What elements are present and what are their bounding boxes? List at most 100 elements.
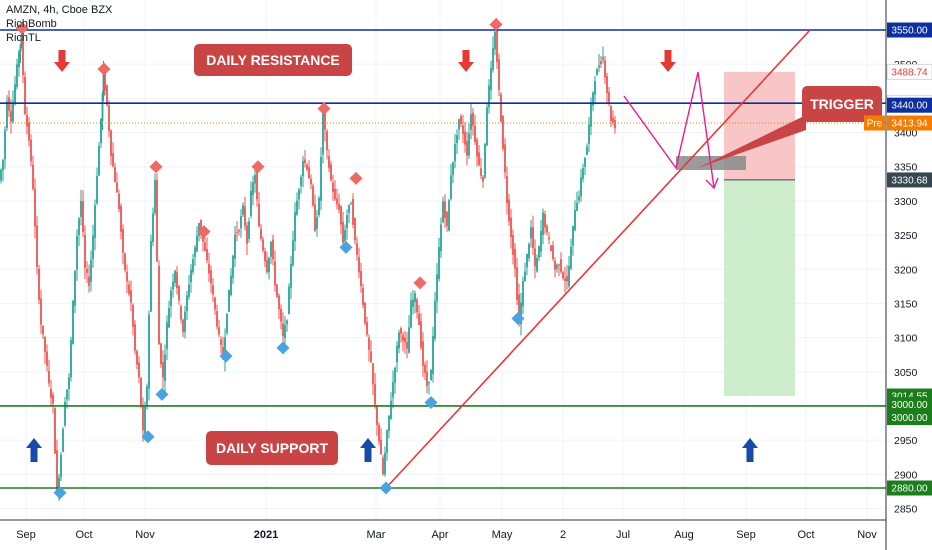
candle-down — [116, 182, 118, 193]
candle-down — [406, 342, 408, 349]
candle-down — [374, 384, 376, 405]
candle-down — [498, 59, 500, 90]
candle-up — [592, 92, 594, 106]
down-arrow-icon — [54, 50, 70, 72]
candle-down — [462, 125, 464, 135]
daily-support-label-text: DAILY SUPPORT — [216, 440, 328, 456]
candle-down — [402, 335, 404, 341]
candle-up — [228, 289, 230, 312]
candle-down — [208, 263, 210, 274]
candle-up — [248, 221, 250, 239]
x-tick-label: 2 — [560, 529, 566, 541]
candle-down — [370, 351, 372, 362]
candle-down — [126, 271, 128, 282]
candle-down — [162, 361, 164, 378]
candle-up — [386, 430, 388, 453]
candle-down — [424, 364, 426, 373]
candle-up — [68, 376, 70, 390]
candle-down — [178, 286, 180, 301]
candle-up — [596, 68, 598, 76]
candle-up — [436, 274, 438, 302]
indicator-richtl[interactable]: RichTL — [6, 32, 41, 44]
candle-up — [226, 313, 228, 334]
candle-down — [364, 302, 366, 323]
candle-up — [398, 332, 400, 349]
candle-down — [604, 60, 606, 78]
candle-down — [332, 182, 334, 193]
candle-up — [294, 212, 296, 242]
drawings-layer: DAILY RESISTANCE DAILY SUPPORT TRIGGER — [194, 29, 882, 489]
price-label-text: 3000.00 — [891, 413, 928, 424]
candle-down — [176, 272, 178, 289]
candle-down — [214, 297, 216, 310]
candle-down — [30, 139, 32, 161]
candle-down — [334, 188, 336, 200]
candle-up — [316, 217, 318, 229]
candle-down — [106, 85, 108, 105]
candle-up — [268, 257, 270, 273]
candle-up — [388, 415, 390, 432]
candle-up — [254, 174, 256, 184]
candle-down — [472, 112, 474, 126]
candle-down — [464, 131, 466, 145]
price-label-bg — [887, 115, 932, 131]
x-tick-label: Apr — [431, 529, 448, 541]
candle-up — [148, 314, 150, 389]
y-tick-label: 3300 — [894, 196, 918, 208]
indicator-richbomb[interactable]: RichBomb — [6, 18, 57, 30]
support-diamond — [339, 240, 353, 254]
candle-down — [132, 304, 134, 327]
candle-down — [328, 156, 330, 168]
candle-down — [114, 167, 116, 183]
candle-down — [182, 319, 184, 332]
candles-layer — [0, 18, 616, 501]
candle-down — [356, 243, 358, 255]
price-label: 2880.00 — [887, 480, 932, 496]
candle-down — [548, 237, 550, 240]
candle-down — [160, 343, 162, 365]
candle-up — [584, 157, 586, 167]
candle-up — [150, 241, 152, 312]
candle-up — [348, 204, 350, 213]
candle-down — [136, 350, 138, 365]
pre-badge-text: Pre — [867, 119, 883, 130]
candle-down — [86, 268, 88, 273]
candle-up — [396, 345, 398, 363]
candle-down — [418, 313, 420, 326]
x-tick-label: 2021 — [254, 529, 278, 541]
candle-down — [400, 328, 402, 334]
price-label: 3488.74 — [886, 63, 932, 80]
price-label: 3330.68 — [887, 172, 932, 188]
candle-up — [78, 218, 80, 235]
candle-down — [310, 178, 312, 185]
up-arrow-icon — [742, 438, 758, 462]
candle-down — [120, 206, 122, 232]
daily-resistance-label-bg — [194, 44, 352, 76]
candle-up — [384, 452, 386, 475]
candle-down — [466, 141, 468, 156]
resistance-diamond — [97, 62, 111, 76]
candle-down — [376, 405, 378, 425]
candle-down — [272, 239, 274, 260]
candle-down — [366, 322, 368, 335]
price-label-bg — [887, 410, 932, 426]
chart-title[interactable]: AMZN, 4h, Cboe BZX — [6, 4, 113, 16]
resistance-diamond — [149, 160, 163, 174]
candle-down — [26, 115, 28, 127]
candle-up — [586, 146, 588, 156]
price-label: Pre 3413.94 — [864, 115, 932, 131]
candle-up — [76, 235, 78, 270]
candle-down — [158, 265, 160, 345]
projected-path — [623, 71, 715, 189]
candle-up — [194, 247, 196, 258]
candle-down — [38, 268, 40, 300]
candle-up — [524, 271, 526, 282]
candle-down — [244, 206, 246, 227]
candle-down — [46, 351, 48, 366]
candle-down — [330, 164, 332, 180]
candle-up — [538, 246, 540, 258]
candle-down — [338, 203, 340, 210]
candle-up — [568, 265, 570, 287]
